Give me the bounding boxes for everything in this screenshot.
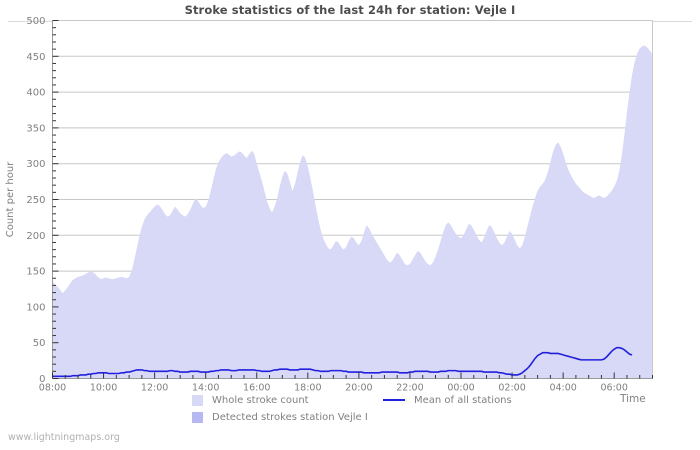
series-area-0 [52, 45, 653, 379]
x-tick-label: 18:00 [294, 383, 321, 393]
x-tick-label: 12:00 [141, 383, 168, 393]
x-axis-title: Time [620, 393, 646, 405]
legend-item-detected-strokes-station[interactable]: Detected strokes station Vejle I [192, 409, 368, 425]
legend-label-detected-strokes-station: Detected strokes station Vejle I [212, 411, 368, 423]
chart-legend: Whole stroke count Detected strokes stat… [0, 392, 700, 426]
series-line-2 [52, 346, 633, 378]
y-axis-title: Count per hour [5, 161, 16, 237]
y-tick-label: 350 [26, 123, 45, 134]
x-tick-label: 00:00 [447, 383, 474, 393]
x-tick-label: 14:00 [192, 383, 219, 393]
chart-plot: 0 50 100 150 200 250 300 350 400 450 500 Count per … [5, 16, 653, 393]
y-tick-label: 100 [26, 302, 45, 313]
x-tick-label: 22:00 [396, 383, 423, 393]
x-tick-label: 02:00 [498, 383, 525, 393]
legend-item-whole-stroke-count[interactable]: Whole stroke count [192, 392, 309, 408]
legend-swatch-detected-strokes-station [192, 411, 203, 423]
x-tick-label: 10:00 [90, 383, 117, 393]
y-tick-label: 500 [26, 16, 45, 27]
y-tick-label: 50 [33, 338, 46, 349]
x-tick-label: 04:00 [549, 383, 576, 393]
y-tick-label: 0 [39, 374, 45, 385]
x-tick-label: 08:00 [39, 383, 66, 393]
legend-swatch-whole-stroke-count [192, 394, 203, 406]
site-watermark: www.lightningmaps.org [8, 432, 120, 443]
chart-title: Stroke statistics of the last 24h for st… [184, 3, 516, 17]
y-tick-label: 250 [26, 195, 45, 206]
y-tick-label: 400 [26, 88, 45, 99]
y-tick-label: 450 [26, 52, 45, 63]
y-tick-label: 200 [26, 231, 45, 242]
x-tick-label: 20:00 [345, 383, 372, 393]
y-tick-label: 300 [26, 159, 45, 170]
legend-label-whole-stroke-count: Whole stroke count [212, 394, 309, 406]
x-tick-label: 16:00 [243, 383, 270, 393]
legend-line-mean-of-all-stations [383, 399, 405, 401]
legend-label-mean-of-all-stations: Mean of all stations [414, 394, 512, 406]
legend-item-mean-of-all-stations[interactable]: Mean of all stations [383, 392, 512, 408]
x-tick-label: 06:00 [601, 383, 628, 393]
y-tick-label: 150 [26, 267, 45, 278]
